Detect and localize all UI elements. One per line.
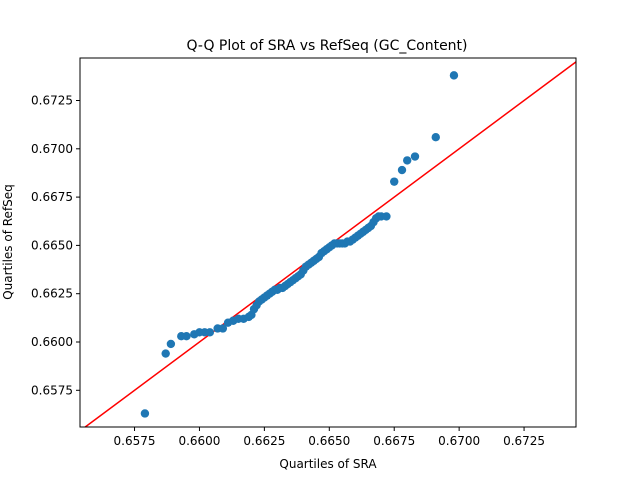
- x-tick-label: 0.6700: [438, 434, 480, 448]
- y-axis-label: Quartiles of RefSeq: [1, 184, 15, 300]
- x-tick-label: 0.6650: [308, 434, 350, 448]
- x-tick-label: 0.6725: [503, 434, 545, 448]
- y-tick-label: 0.6700: [31, 142, 73, 156]
- data-point: [182, 331, 191, 341]
- x-axis-label: Quartiles of SRA: [279, 457, 377, 471]
- data-point: [218, 324, 228, 333]
- data-point: [161, 349, 170, 358]
- x-axis-ticks: 0.6575 0.6600 0.6625 0.6650 0.6675 0.6700 0.67…: [114, 427, 545, 448]
- y-tick-label: 0.6600: [31, 335, 73, 349]
- data-point: [166, 339, 176, 349]
- plot-area: [80, 58, 576, 427]
- y-tick-label: 0.6575: [31, 383, 73, 397]
- data-points: [140, 71, 459, 418]
- x-tick-label: 0.6600: [178, 434, 220, 448]
- data-point: [382, 212, 391, 221]
- data-point: [390, 177, 399, 186]
- data-point: [403, 156, 412, 165]
- plot-border: [79, 57, 577, 428]
- chart-title: Q-Q Plot of SRA vs RefSeq (GC_Content): [186, 38, 467, 54]
- y-tick-label: 0.6650: [31, 238, 73, 252]
- data-point: [397, 165, 407, 175]
- y-tick-label: 0.6625: [31, 287, 73, 301]
- y-tick-label: 0.6675: [31, 190, 73, 204]
- data-point: [140, 409, 150, 418]
- data-point: [410, 152, 420, 161]
- data-point: [205, 328, 215, 337]
- x-tick-label: 0.6625: [243, 434, 285, 448]
- y-tick-label: 0.6725: [31, 94, 73, 108]
- data-point: [431, 133, 440, 142]
- data-point: [449, 71, 459, 80]
- y-axis-ticks: 0.6575 0.6600 0.6625 0.6650 0.6675 0.6700 0.67…: [31, 94, 80, 397]
- x-tick-label: 0.6675: [373, 434, 415, 448]
- x-tick-label: 0.6575: [114, 434, 156, 448]
